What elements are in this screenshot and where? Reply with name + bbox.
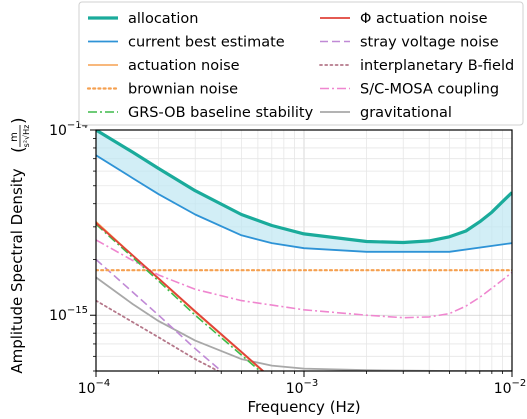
legend-label-grs-ob-baseline-stability: GRS-OB baseline stability bbox=[128, 105, 314, 121]
y-axis-label: Amplitude Spectral Density bbox=[8, 168, 26, 373]
legend-frame bbox=[78, 1, 524, 126]
y-axis-unit-open: ( bbox=[9, 146, 29, 153]
x-axis-label: Frequency (Hz) bbox=[247, 398, 360, 416]
shaded-band bbox=[96, 130, 512, 252]
legend-label-stray-voltage-noise: stray voltage noise bbox=[360, 35, 499, 51]
series-line-allocation bbox=[96, 130, 512, 245]
legend-label-gravitational: gravitational bbox=[360, 105, 452, 121]
series-line-grs-ob-baseline-stability bbox=[96, 223, 262, 371]
x-tick-label: 10−4 bbox=[78, 378, 111, 397]
y-tick-label: 10−15 bbox=[49, 305, 88, 324]
x-tick-label: 10−3 bbox=[286, 378, 319, 397]
y-axis-label-group: Amplitude Spectral Density ( m s²√Hz ) bbox=[8, 117, 31, 373]
series-line-s-c-mosa-coupling bbox=[96, 239, 512, 319]
series-line-phi-actuation-noise bbox=[96, 222, 265, 371]
series-line-interplanetary-b-field bbox=[96, 299, 221, 371]
legend-label-current-best-estimate: current best estimate bbox=[128, 35, 285, 51]
legend-label-allocation: allocation bbox=[128, 11, 198, 27]
x-tick-label: 10−2 bbox=[494, 378, 527, 397]
legend-label-actuation-noise: actuation noise bbox=[128, 58, 240, 74]
y-axis-unit-close: ) bbox=[9, 117, 29, 124]
y-axis-unit-numerator: m bbox=[9, 132, 20, 142]
legend: allocation current best estimate actuation… bbox=[78, 1, 524, 126]
legend-label-s-c-mosa-coupling: S/C-MOSA coupling bbox=[360, 82, 499, 98]
series-line-current-best-estimate bbox=[96, 154, 512, 253]
legend-label-brownian-noise: brownian noise bbox=[128, 82, 238, 98]
shaded-region bbox=[96, 130, 512, 252]
series-line-stray-voltage-noise bbox=[96, 258, 223, 371]
y-axis-unit-denominator: s²√Hz bbox=[22, 125, 31, 148]
legend-label-interplanetary-b-field: interplanetary B-field bbox=[360, 58, 514, 74]
legend-label-phi-actuation-noise: Φ actuation noise bbox=[360, 11, 488, 27]
